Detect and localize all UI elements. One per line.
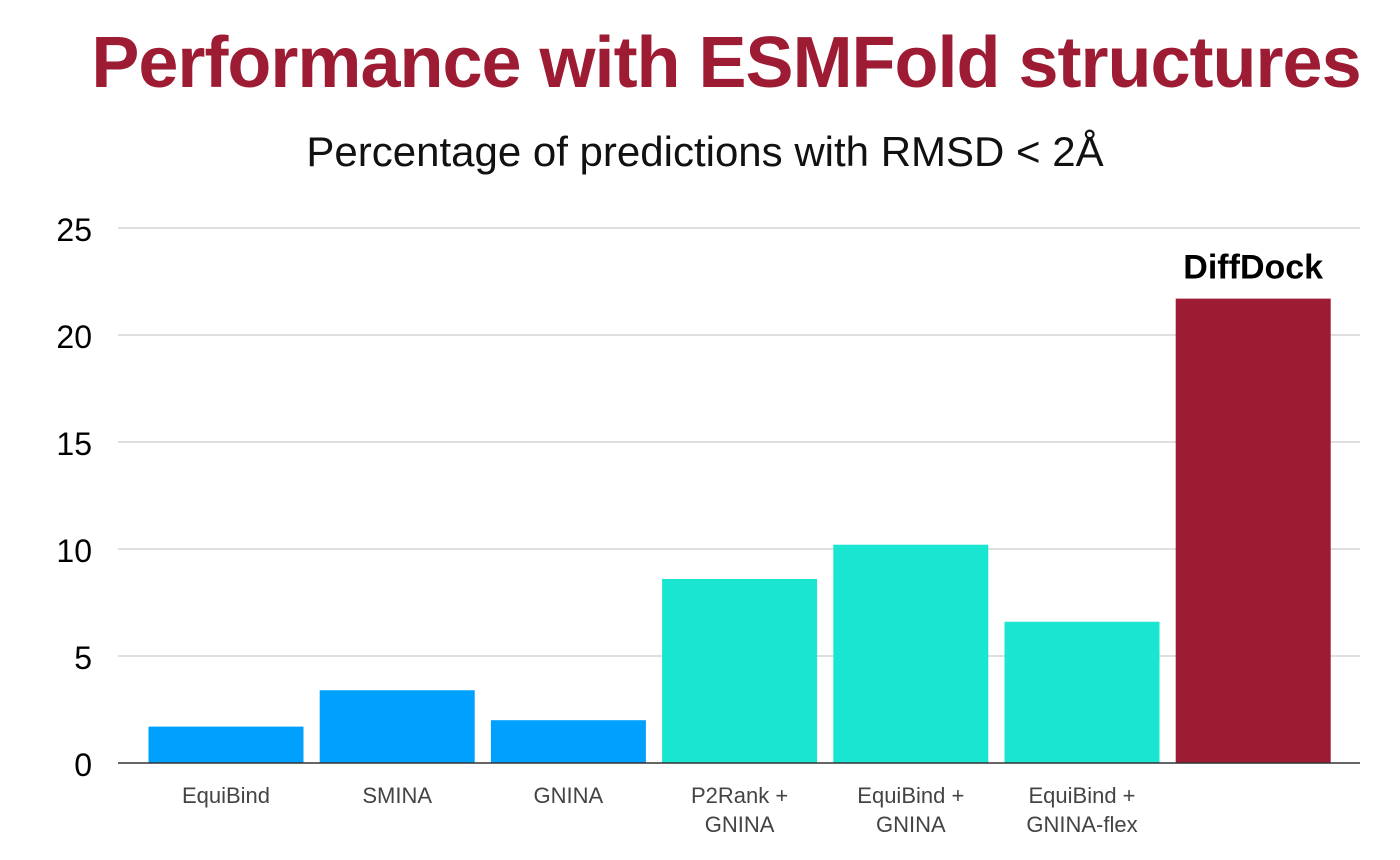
bar-1 — [319, 690, 475, 763]
bar-6 — [1175, 298, 1331, 763]
x-tick-label: EquiBind + — [857, 783, 964, 808]
bar-annotation-diffdock: DiffDock — [1183, 249, 1323, 287]
x-tick-label: EquiBind + — [1028, 783, 1135, 808]
x-tick-label: SMINA — [362, 783, 432, 808]
bar-0 — [148, 726, 304, 763]
x-tick-label: P2Rank + — [691, 783, 788, 808]
chart-subtitle: Percentage of predictions with RMSD < 2Å — [306, 128, 1104, 175]
bar-5 — [1004, 621, 1160, 763]
bar-3 — [662, 578, 818, 763]
y-tick-label: 25 — [56, 212, 92, 248]
y-tick-label: 20 — [56, 319, 92, 355]
x-tick-label: GNINA — [705, 812, 775, 837]
y-tick-label: 5 — [74, 640, 92, 676]
bar-4 — [833, 544, 989, 763]
y-tick-label: 10 — [56, 533, 92, 569]
chart-title: Performance with ESMFold structures — [91, 23, 1361, 103]
x-tick-label: EquiBind — [182, 783, 270, 808]
x-tick-label: GNINA-flex — [1026, 812, 1137, 837]
x-tick-label: GNINA — [876, 812, 946, 837]
y-tick-label: 15 — [56, 426, 92, 462]
bar-2 — [490, 720, 646, 763]
y-tick-label: 0 — [74, 747, 92, 783]
x-tick-label: GNINA — [534, 783, 604, 808]
